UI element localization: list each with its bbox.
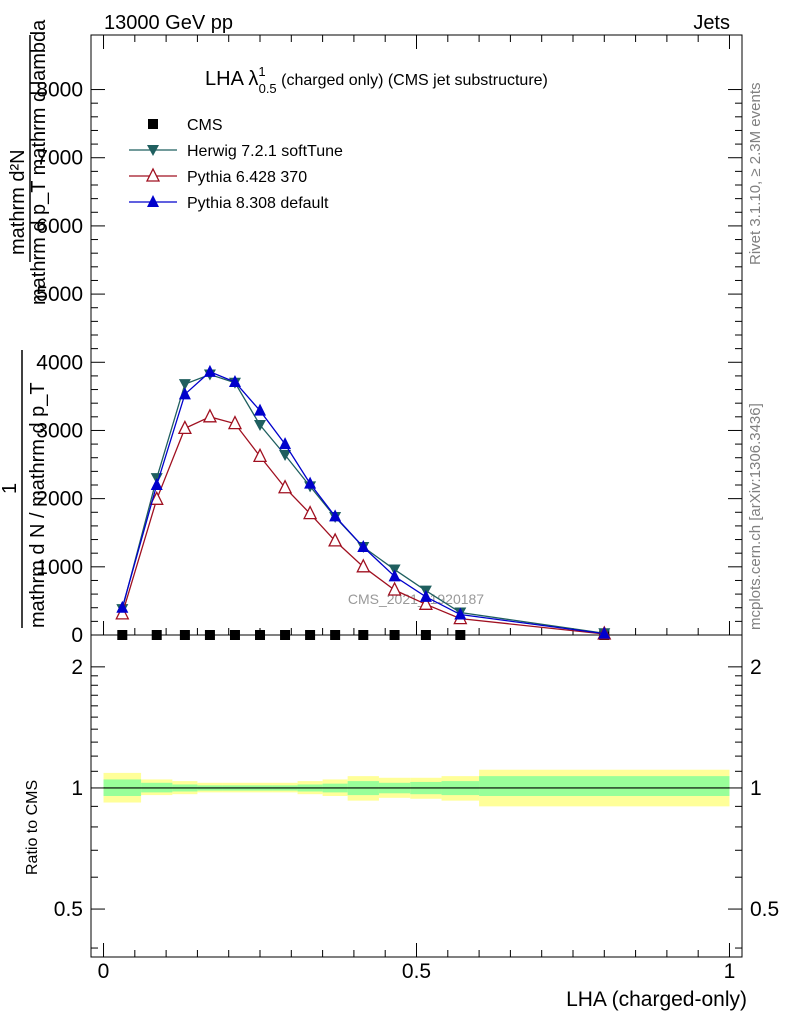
series-line [121,416,605,635]
pythia8-point [203,364,216,377]
xtick-label: 0.5 [402,960,431,983]
pythia6-point [115,605,130,620]
legend: CMS Herwig 7.2.1 softTune Pythia 6.428 370… [129,117,343,212]
herwig-point [254,420,267,431]
ratio-ytick-label: 0.5 [54,898,83,921]
pythia8-point [304,476,317,489]
pythia8-point [388,569,401,582]
cms-data-point [305,630,316,640]
main-ytick-label: 6000 [36,215,83,238]
pythia6-point [328,532,343,547]
main-ytick-label: 8000 [36,79,83,102]
pythia6-point [277,479,293,494]
pythia8-point [147,195,159,207]
pythia8-point [150,478,163,490]
cms-data-point [389,630,400,640]
cms-data-point [455,630,466,640]
cms-data-point [151,630,162,640]
legend-entry-label: CMS [187,117,223,134]
legend-entry-label: Pythia 6.428 370 [187,169,307,186]
main-ytick-label: 3000 [36,419,83,442]
header-energy-label: 13000 GeV pp [104,12,233,34]
pythia6-point [303,505,318,520]
pythia8-point [116,600,129,613]
pythia6-point [149,490,164,505]
legend-entry-label: Pythia 8.308 default [187,195,329,212]
pythia6-point [418,595,433,610]
cms-data-point [280,630,291,640]
series-line [121,371,605,635]
pythia6-point [202,408,217,423]
ratio-inner-band [479,776,730,796]
cms-data-point [117,630,128,640]
main-ytick-label: 1000 [36,556,83,579]
ratio-ytick-label-right: 0.5 [750,898,779,921]
xtick-label: 1 [724,960,736,983]
series-pythia-6-428-370 [115,408,612,640]
main-y-axis-label: mathrm d²N mathrm d p_T mathrm d lambda … [0,19,50,628]
x-axis-label: LHA (charged-only) [566,988,747,1011]
ylabel-normalization: mathrm d N / mathrm d p_T [27,382,49,628]
cms-data-point [148,119,158,129]
ratio-ytick-label: 2 [71,656,83,679]
ratio-y-axis-label: Ratio to CMS [24,780,41,875]
pythia8-point [357,540,370,553]
cms-data-point [420,630,431,640]
xtick-label: 0 [98,960,110,983]
ylabel-numerator: mathrm d²N [7,149,29,255]
legend-entry-label: Herwig 7.2.1 softTune [187,143,343,160]
main-ytick-label: 0 [71,624,83,647]
series-pythia-8-308-default [116,364,611,639]
cms-data-point [204,630,215,640]
header-jets-label: Jets [693,12,730,34]
pythia8-point [454,607,467,620]
main-ytick-label: 2000 [36,488,83,511]
pythia8-point [279,437,292,450]
ratio-ytick-label: 1 [71,777,83,800]
pythia6-point [252,447,268,463]
mcplots-label: mcplots.cern.ch [arXiv:1306.3436] [747,403,764,630]
ratio-ytick-label-right: 2 [750,656,762,679]
herwig-point [147,145,159,156]
plot-title: LHA λ1 0.5 (charged only) (CMS jet substr… [205,64,548,96]
pythia8-point [598,626,611,639]
ylabel-one: 1 [0,483,21,494]
cms-data-point [330,630,341,640]
cms-data-point [179,630,190,640]
ratio-ytick-label-right: 1 [750,777,762,800]
main-ytick-label: 7000 [36,147,83,170]
cms-data-point [255,630,266,640]
ylabel-denominator: mathrm d p_T mathrm d lambda [28,19,50,305]
pythia8-point [329,509,342,522]
main-ytick-label: 4000 [36,351,83,374]
cms-data-point [229,630,240,640]
pythia8-point [178,387,191,400]
series-line [121,373,605,634]
pythia6-point [177,419,192,435]
pythia6-point [227,415,243,430]
pythia6-point [387,581,402,596]
herwig-point [178,379,191,391]
analysis-watermark: CMS_2021_I1920187 [348,591,484,607]
pythia6-point [356,558,371,573]
rivet-version-label: Rivet 3.1.10, ≥ 2.3M events [747,83,764,266]
pythia8-point [228,375,241,388]
pythia8-point [419,589,432,602]
pythia6-point [145,167,161,182]
main-ytick-label: 5000 [36,283,83,306]
herwig-point [279,450,292,461]
pythia8-point [254,403,267,416]
cms-data-point [358,630,369,640]
